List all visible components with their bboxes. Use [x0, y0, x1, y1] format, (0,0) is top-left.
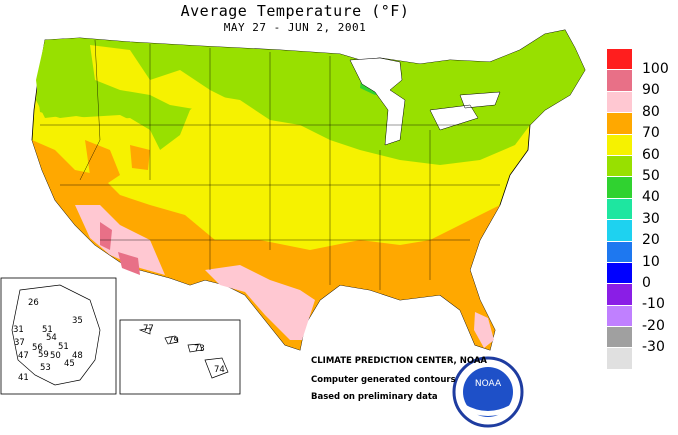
legend-swatch	[607, 219, 632, 241]
legend-row: 20	[607, 219, 677, 248]
alaska-station-value: 50	[50, 351, 61, 361]
legend-row	[607, 347, 677, 369]
legend-label: 10	[642, 253, 660, 270]
legend-swatch	[607, 112, 632, 134]
zone-90s-desert	[100, 222, 140, 275]
zone-50s-northwest	[36, 38, 100, 118]
legend-row: -30	[607, 326, 677, 355]
alaska-station-value: 31	[13, 325, 24, 335]
legend-row: 60	[607, 133, 677, 163]
legend-label: 0	[642, 274, 651, 291]
alaska-station-value: 41	[18, 373, 29, 383]
hawaii-islands	[138, 327, 229, 379]
alaska-station-value: 56	[32, 343, 43, 353]
legend-row: 30	[607, 197, 677, 227]
alaska-station-value: 59	[38, 350, 49, 360]
alaska-station-value: 37	[14, 338, 25, 348]
noaa-logo: NOAA	[452, 356, 524, 428]
legend-swatch	[607, 69, 632, 91]
alaska-outline	[11, 284, 101, 386]
legend-row: 80	[607, 90, 677, 120]
legend-swatch	[607, 240, 632, 262]
alaska-station-value: 47	[18, 351, 29, 361]
legend-row: -20	[607, 304, 677, 334]
legend-row: -10	[607, 283, 677, 312]
alaska-station-value: 48	[72, 351, 83, 361]
legend-row: 100	[607, 48, 677, 77]
legend-swatch	[607, 326, 632, 348]
hawaii-station-value: 77	[143, 324, 154, 334]
map-title: Average Temperature (°F)	[180, 2, 410, 20]
legend-swatch	[607, 261, 632, 284]
legend: 100 90 80 70 60 50 40 30 20 10 0 -10 -20 -30	[607, 48, 677, 369]
hawaii-station-value: 74	[214, 365, 225, 375]
legend-row: 0	[607, 261, 677, 291]
legend-label: 70	[642, 125, 660, 142]
alaska-station-value: 51	[58, 342, 69, 352]
legend-swatch	[607, 197, 632, 220]
zone-70s-nevada	[130, 145, 150, 170]
hawaii-station-value: 73	[194, 344, 205, 354]
state-lines	[40, 39, 530, 290]
legend-swatch	[607, 48, 632, 70]
legend-label: -10	[642, 296, 665, 313]
legend-row: 40	[607, 176, 677, 205]
legend-label: 30	[642, 210, 660, 227]
zone-50s-north	[36, 30, 585, 165]
credit-center: CLIMATE PREDICTION CENTER, NOAA	[311, 356, 487, 366]
zone-70s-south	[32, 140, 500, 350]
legend-row: 70	[607, 112, 677, 141]
legend-row: 10	[607, 240, 677, 270]
hawaii-inset-frame	[119, 319, 241, 395]
noaa-logo-text: NOAA	[475, 379, 502, 389]
credit-generated: Computer generated contours	[311, 375, 456, 385]
zone-60s-north-pocket	[90, 45, 230, 110]
legend-swatch	[607, 154, 632, 177]
zone-80s-florida	[474, 312, 494, 348]
legend-label: 40	[642, 189, 660, 206]
alaska-station-value: 45	[64, 359, 75, 369]
legend-label: -30	[642, 339, 665, 356]
alaska-station-value: 26	[28, 298, 39, 308]
legend-label: -20	[642, 317, 665, 334]
map-subtitle: MAY 27 - JUN 2, 2001	[223, 21, 367, 34]
legend-swatch	[607, 283, 632, 305]
legend-swatch	[607, 133, 632, 155]
legend-swatch	[607, 304, 632, 327]
legend-label: 20	[642, 232, 660, 249]
credit-prelim: Based on preliminary data	[311, 392, 438, 402]
legend-label: 90	[642, 82, 660, 99]
zone-70s-utah	[85, 140, 120, 185]
legend-row: 50	[607, 154, 677, 184]
great-lakes	[349, 57, 501, 146]
hawaii-station-labels: 77 79 73 74	[143, 324, 225, 375]
legend-swatch	[607, 347, 632, 369]
legend-label: 50	[642, 167, 660, 184]
alaska-station-value: 54	[46, 333, 57, 343]
alaska-station-value: 35	[72, 316, 83, 326]
alaska-station-value: 51	[42, 325, 53, 335]
zone-80s-texas	[205, 265, 315, 340]
legend-row: 90	[607, 69, 677, 98]
legend-label: 60	[642, 146, 660, 163]
alaska-station-value: 53	[40, 363, 51, 373]
legend-label: 80	[642, 103, 660, 120]
legend-label: 100	[642, 61, 669, 77]
hawaii-station-value: 79	[168, 336, 179, 346]
legend-swatch	[607, 90, 632, 113]
legend-swatch	[607, 176, 632, 198]
